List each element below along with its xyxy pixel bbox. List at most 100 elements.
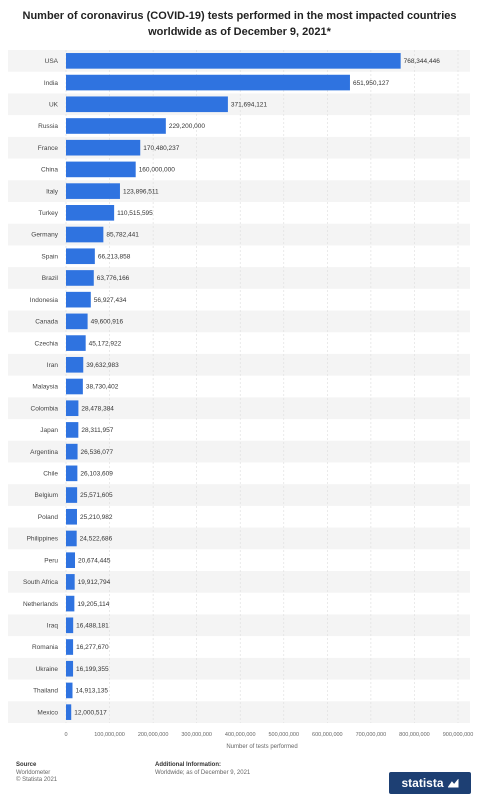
bar [66,443,78,460]
bar [66,552,76,568]
statista-logo-icon [447,778,459,788]
bar [66,378,83,395]
value-label: 371,694,121 [231,101,268,108]
category-label: UK [49,101,59,108]
category-label: Malaysia [32,384,58,391]
category-label: Canada [35,319,58,326]
category-label: Spain [41,253,58,260]
row-band [8,614,470,637]
additional-info-block: Additional Information: Worldwide; as of… [155,762,250,777]
bar [66,639,74,655]
value-label: 16,488,181 [76,623,109,630]
value-label: 229,200,000 [169,123,206,130]
bar [66,118,166,134]
row-band [8,657,470,680]
x-axis-label: Number of tests performed [226,744,297,750]
statista-logo-text: statista [401,776,444,790]
bar [66,205,115,221]
bar [66,161,136,178]
category-label: India [44,80,58,87]
x-tick-label: 300,000,000 [181,732,212,738]
source-copyright: © Statista 2021 [16,777,58,783]
bar [66,487,78,503]
value-label: 16,199,355 [76,666,109,673]
category-label: Russia [38,123,58,130]
bar [66,53,401,69]
category-label: Italy [46,188,59,195]
category-label: Belgium [35,492,58,499]
category-label: Chile [43,471,58,478]
source-heading: Source [16,762,37,768]
bar [66,508,77,525]
value-label: 19,912,794 [78,579,111,586]
value-label: 25,571,605 [80,492,113,499]
category-label: Netherlands [23,601,59,608]
bar [66,660,74,677]
x-tick-label: 900,000,000 [443,732,474,738]
value-label: 49,600,916 [91,319,124,326]
bar [66,313,88,330]
category-label: Czechia [35,340,59,347]
category-label: South Africa [23,579,58,586]
row-band [8,267,470,289]
value-label: 26,536,077 [81,449,114,456]
source-block: Source Worldometer © Statista 2021 [16,762,57,785]
value-label: 20,674,445 [78,557,111,564]
category-label: Iraq [47,623,59,630]
category-label: Turkey [38,210,58,217]
bar [66,595,75,612]
source-name[interactable]: Worldometer [16,769,51,776]
row-band [8,180,470,202]
chart-title: Number of coronavirus (COVID-19) tests p… [22,10,457,38]
bar [66,248,95,265]
category-label: USA [45,58,59,65]
bar [66,183,120,199]
category-label: Germany [31,232,58,239]
value-label: 38,730,402 [86,384,119,391]
value-label: 39,632,983 [86,362,119,369]
x-tick-label: 0 [64,732,67,738]
value-label: 56,927,434 [94,297,127,304]
bar [66,270,94,286]
x-tick-label: 200,000,000 [138,732,169,738]
value-label: 19,205,114 [77,601,109,608]
value-label: 26,103,609 [80,471,113,478]
value-label: 160,000,000 [139,167,176,174]
category-label: Poland [38,514,59,521]
value-label: 12,000,517 [74,709,107,716]
value-label: 110,515,595 [117,210,153,217]
category-label: Romania [32,644,58,651]
bar [66,291,91,308]
bar [66,704,72,720]
bar-chart: USA 768,344,446 India 651,950,127 UK 371,694,… [8,50,474,750]
row-band [8,440,470,463]
category-label: Ukraine [36,666,59,673]
statista-logo[interactable]: statista [389,772,471,794]
value-label: 16,277,670 [76,644,109,651]
bar [66,74,350,91]
x-tick-label: 700,000,000 [356,732,387,738]
value-label: 170,480,237 [143,145,180,152]
row-band [8,310,470,333]
row-band [8,484,470,506]
value-label: 123,896,511 [123,188,159,195]
row-band [8,223,470,246]
value-label: 28,311,957 [81,427,113,434]
category-label: Philippines [27,536,59,543]
x-tick-label: 100,000,000 [94,732,125,738]
category-label: Indonesia [30,297,59,304]
row-band [8,701,470,723]
category-label: Japan [40,427,58,434]
value-label: 28,478,384 [81,405,114,412]
category-label: France [38,145,59,152]
bar [66,335,86,351]
bar [66,400,79,417]
value-label: 45,172,922 [89,340,122,347]
x-tick-label: 800,000,000 [399,732,430,738]
x-tick-label: 600,000,000 [312,732,343,738]
value-label: 63,776,166 [97,275,130,282]
bar [66,617,74,634]
value-label: 66,213,858 [98,253,131,260]
category-label: Peru [44,557,58,564]
value-label: 85,782,441 [106,232,139,239]
